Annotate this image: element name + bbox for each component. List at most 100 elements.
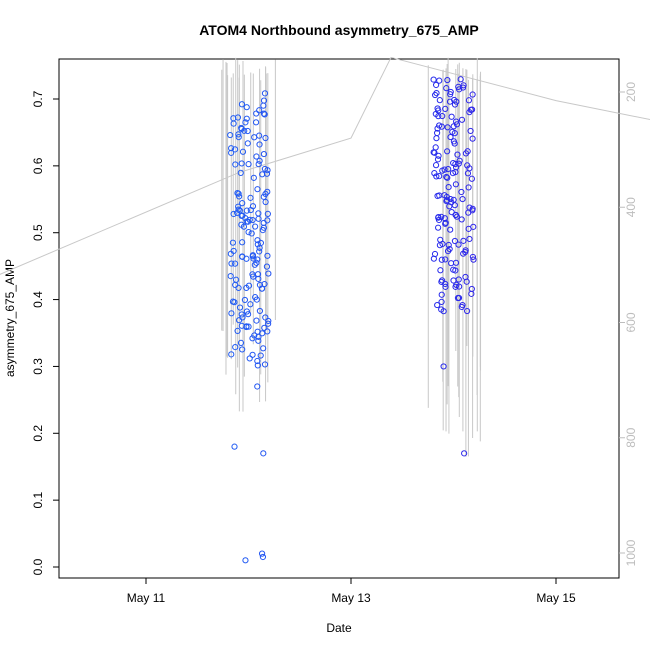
data-point	[244, 127, 251, 135]
data-point	[249, 216, 256, 224]
data-point	[239, 148, 247, 155]
data-point	[452, 160, 459, 168]
data-point	[239, 200, 246, 207]
data-point	[431, 91, 439, 99]
data-point	[451, 237, 459, 245]
data-point	[252, 294, 259, 301]
data-point	[247, 301, 254, 308]
data-point	[251, 134, 258, 141]
data-point	[258, 285, 266, 292]
data-point	[444, 124, 451, 131]
data-point	[440, 363, 447, 370]
right-tick-label: 200	[624, 82, 638, 102]
data-point	[460, 237, 467, 244]
data-point	[261, 361, 269, 368]
data-point	[442, 256, 449, 263]
data-point	[235, 190, 242, 197]
data-point	[231, 443, 238, 450]
data-point	[246, 216, 253, 223]
data-point	[258, 550, 266, 557]
data-point	[253, 153, 260, 160]
data-point	[232, 161, 239, 168]
data-point	[261, 90, 269, 97]
data-point	[255, 333, 262, 340]
data-point	[235, 284, 242, 292]
data-point	[469, 205, 476, 212]
data-point	[445, 241, 452, 249]
data-point	[259, 553, 267, 561]
data-point	[452, 283, 459, 290]
data-point	[249, 351, 256, 358]
data-point	[448, 260, 455, 267]
data-point	[254, 256, 261, 263]
data-point	[434, 192, 441, 200]
data-point	[235, 317, 243, 324]
data-point	[244, 140, 251, 147]
data-point	[256, 248, 263, 255]
data-point	[228, 145, 235, 152]
data-point	[239, 239, 246, 246]
data-point	[239, 253, 246, 260]
y-tick-label: 0.7	[31, 90, 45, 107]
data-point	[260, 110, 268, 117]
y-tick-label: 0.0	[31, 558, 45, 575]
data-point	[438, 256, 445, 263]
data-point	[242, 557, 249, 564]
data-point	[247, 194, 254, 201]
data-point	[432, 162, 440, 169]
x-axis-label: Date	[326, 621, 352, 635]
data-point	[434, 301, 441, 309]
data-point	[227, 131, 234, 139]
data-point	[237, 169, 244, 176]
data-point	[451, 140, 458, 147]
data-point	[467, 106, 474, 113]
data-point	[444, 248, 452, 255]
data-point	[458, 216, 465, 223]
data-point	[253, 259, 260, 266]
data-point	[435, 152, 442, 159]
data-point	[442, 283, 449, 290]
y-tick-label: 0.6	[31, 157, 45, 174]
data-point	[451, 202, 458, 209]
data-point	[460, 82, 467, 89]
data-point	[257, 239, 264, 247]
data-point	[451, 101, 459, 108]
data-point	[456, 157, 463, 164]
data-point	[455, 241, 462, 248]
data-point	[243, 323, 250, 331]
data-point	[240, 223, 248, 230]
data-point	[251, 332, 258, 339]
x-tick-label: May 11	[127, 591, 166, 605]
data-point	[454, 151, 461, 158]
data-point	[231, 260, 239, 267]
data-point	[260, 224, 267, 231]
data-point	[435, 224, 442, 231]
data-point	[437, 267, 444, 274]
data-point	[264, 328, 271, 335]
data-point	[249, 203, 257, 210]
data-point	[450, 123, 457, 130]
data-point	[256, 132, 263, 139]
data-point	[468, 285, 475, 293]
data-point	[436, 172, 443, 180]
data-point	[261, 324, 268, 331]
data-point	[265, 320, 272, 327]
data-point	[235, 206, 242, 213]
data-point	[435, 213, 442, 221]
data-point	[443, 193, 450, 201]
data-point	[250, 174, 257, 181]
data-point	[438, 298, 445, 306]
data-point	[229, 298, 237, 305]
data-point	[458, 116, 466, 123]
data-point	[262, 198, 269, 206]
data-point	[444, 148, 451, 155]
data-point	[253, 317, 260, 324]
data-point	[252, 119, 260, 126]
data-point	[261, 111, 268, 118]
data-point	[458, 188, 465, 196]
data-point	[469, 91, 476, 98]
data-point	[256, 157, 263, 164]
data-point	[249, 253, 256, 260]
data-point	[264, 217, 271, 224]
